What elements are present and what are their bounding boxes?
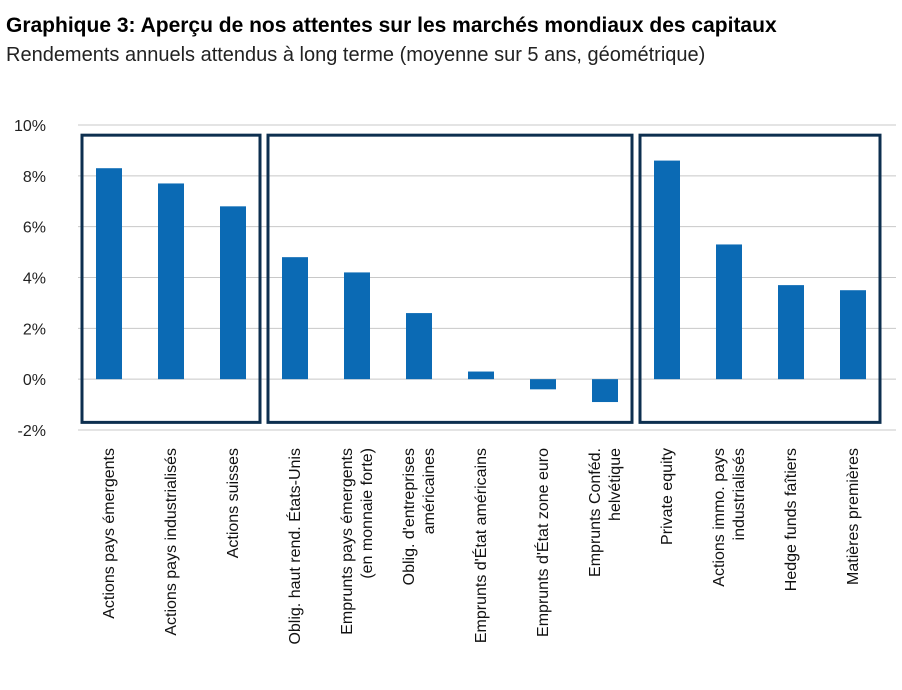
x-tick-label: Emprunts d'État zone euro <box>533 448 552 637</box>
bar <box>716 244 742 380</box>
x-tick-label-line: Emprunts d'État zone euro <box>533 448 552 637</box>
x-tick-label-line: Emprunts Conféd. <box>587 448 604 577</box>
chart-subtitle: Rendements annuels attendus à long terme… <box>6 44 706 66</box>
group-box <box>266 133 634 424</box>
x-tick-label-line: Oblig. haut rend. États-Unis <box>285 448 304 645</box>
x-tick-label-line: Matières premières <box>845 448 862 585</box>
x-tick-label: Matières premières <box>845 448 862 585</box>
y-tick-label: 2% <box>23 321 46 338</box>
bars <box>96 160 866 403</box>
y-axis-ticks: -2% 0% 2% 4% 6% 8% 10% <box>14 118 46 440</box>
x-tick-label-line: industrialisés <box>731 448 748 540</box>
x-tick-label: Emprunts d'État américains <box>471 448 490 643</box>
x-tick-label-line: Actions pays émergents <box>101 448 118 619</box>
bar <box>282 257 308 380</box>
x-tick-label-line: Actions pays industrialisés <box>163 448 180 636</box>
bar <box>778 285 804 380</box>
bar <box>592 379 618 403</box>
bar <box>96 168 122 380</box>
bar <box>158 183 184 380</box>
x-tick-label-line: Hedge funds faîtiers <box>783 448 800 591</box>
bar <box>344 272 370 380</box>
x-tick-label-line: Emprunts pays émergents <box>339 448 356 635</box>
group-box <box>80 133 262 424</box>
bar <box>220 206 246 380</box>
x-tick-label: Actions immo. pays industrialisés <box>711 448 748 587</box>
x-tick-label-line: américaines <box>421 448 438 534</box>
x-tick-label: Oblig. haut rend. États-Unis <box>285 448 304 645</box>
gridlines <box>78 124 896 431</box>
x-tick-label: Emprunts Conféd. helvétique <box>587 448 624 577</box>
x-tick-label-line: Private equity <box>659 448 676 545</box>
x-tick-label-line: helvétique <box>607 448 624 521</box>
bar <box>840 290 866 380</box>
x-tick-label: Actions pays émergents <box>101 448 118 619</box>
group-box <box>638 133 882 424</box>
bar <box>654 160 680 380</box>
bar <box>530 379 556 390</box>
x-tick-label-line: (en monnaie forte) <box>359 448 376 579</box>
y-tick-label: 10% <box>14 118 46 135</box>
x-tick-label: Oblig. d'entreprises américaines <box>401 448 438 585</box>
x-axis-labels: Actions pays émergents Actions pays indus… <box>101 448 862 645</box>
y-tick-label: 8% <box>23 169 46 186</box>
y-tick-label: 6% <box>23 220 46 237</box>
y-tick-label: -2% <box>18 423 46 440</box>
x-tick-label-line: Actions suisses <box>225 448 242 558</box>
bar <box>468 371 494 380</box>
x-tick-label: Actions pays industrialisés <box>163 448 180 636</box>
x-tick-label: Private equity <box>659 448 676 545</box>
group-boxes <box>80 133 882 424</box>
x-tick-label-line: Actions immo. pays <box>711 448 728 587</box>
bar <box>406 313 432 380</box>
x-tick-label: Emprunts pays émergents (en monnaie forte… <box>339 448 376 635</box>
x-tick-label: Hedge funds faîtiers <box>783 448 800 591</box>
y-tick-label: 0% <box>23 372 46 389</box>
x-tick-label-line: Oblig. d'entreprises <box>401 448 418 585</box>
y-tick-label: 4% <box>23 271 46 288</box>
x-tick-label: Actions suisses <box>225 448 242 558</box>
x-tick-label-line: Emprunts d'État américains <box>471 448 490 643</box>
chart-title: Graphique 3: Aperçu de nos attentes sur … <box>6 14 777 37</box>
